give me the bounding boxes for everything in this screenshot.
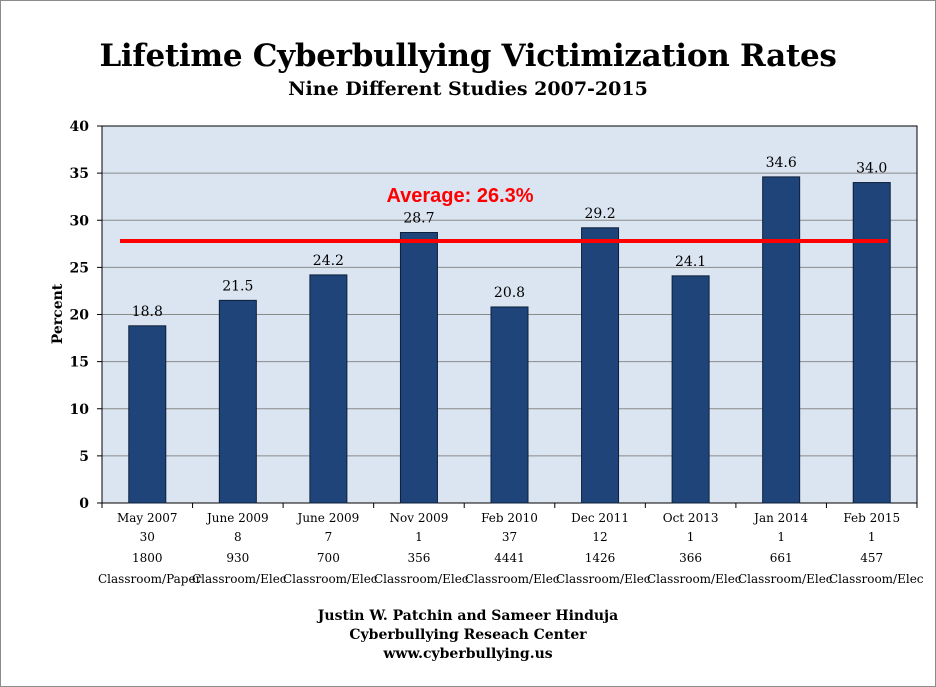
- bar: [490, 306, 529, 504]
- bar: [671, 275, 710, 504]
- category-row-value: 366: [679, 551, 702, 565]
- chart-title: Lifetime Cyberbullying Victimization Rat…: [99, 38, 837, 74]
- category-row-value: 930: [226, 551, 249, 565]
- data-label: 24.1: [675, 254, 706, 270]
- category-row-value: 1800: [132, 551, 163, 565]
- x-tick-label: Nov 2009: [390, 511, 449, 525]
- data-label: 21.5: [222, 278, 253, 294]
- data-label: 34.0: [856, 161, 887, 177]
- category-row-value: 4441: [494, 551, 525, 565]
- category-row-method: Classroom/Elec: [556, 572, 651, 586]
- bar-chart: 0 5 10 15 20 25 30 35 40 18.8 May 2007 21.5 June 200…: [50, 119, 924, 586]
- category-row-method: Classroom/Paper: [98, 572, 202, 586]
- x-tick-label: Feb 2015: [843, 511, 900, 525]
- data-label: 20.8: [494, 285, 525, 301]
- category-row-value: 12: [592, 530, 607, 544]
- category-row-method: Classroom/Elec: [374, 572, 469, 586]
- category-row-value: 7: [325, 530, 333, 544]
- y-axis-label: Percent: [50, 283, 66, 344]
- data-label: 28.7: [403, 211, 434, 227]
- category-row-value: 30: [140, 530, 155, 544]
- chart-subtitle: Nine Different Studies 2007-2015: [288, 78, 648, 100]
- category-row-value: 1: [687, 530, 695, 544]
- bar: [852, 182, 891, 504]
- category-row-value: 356: [407, 551, 430, 565]
- category-row-method: Classroom/Elec: [829, 572, 924, 586]
- category-row-method: Classroom/Elec: [738, 572, 833, 586]
- category-row-value: 1: [777, 530, 785, 544]
- x-tick-label: June 2009: [296, 511, 360, 525]
- x-tick-label: May 2007: [117, 511, 178, 525]
- x-tick-label: Oct 2013: [663, 511, 719, 525]
- credits-organization: Cyberbullying Reseach Center: [349, 627, 587, 643]
- bar: [581, 227, 620, 504]
- category-row-value: 1: [868, 530, 876, 544]
- bar: [128, 325, 167, 504]
- category-row-method: Classroom/Elec: [465, 572, 560, 586]
- data-label: 29.2: [584, 206, 615, 222]
- data-label: 18.8: [132, 304, 163, 320]
- y-tick-label: 20: [70, 308, 90, 324]
- bar: [309, 274, 348, 504]
- y-tick-label: 15: [70, 355, 89, 371]
- category-row-value: 37: [502, 530, 517, 544]
- y-tick-label: 30: [70, 213, 90, 229]
- data-label: 24.2: [313, 253, 344, 269]
- data-label: 34.6: [766, 155, 797, 171]
- x-tick-label: Jan 2014: [752, 511, 808, 525]
- y-tick-label: 25: [70, 260, 89, 276]
- x-tick-label: Feb 2010: [481, 511, 538, 525]
- category-row-method: Classroom/Elec: [192, 572, 287, 586]
- category-row-value: 8: [234, 530, 242, 544]
- category-row-value: 457: [860, 551, 883, 565]
- credits-website: www.cyberbullying.us: [383, 646, 553, 662]
- x-tick-label: June 2009: [205, 511, 269, 525]
- y-tick-label: 5: [79, 449, 89, 465]
- credits-block: Justin W. Patchin and Sameer Hinduja Cyb…: [0, 607, 936, 664]
- category-row-value: 661: [770, 551, 793, 565]
- category-row-value: 1: [415, 530, 423, 544]
- bar: [762, 176, 801, 504]
- average-label: Average: 26.3%: [386, 185, 533, 207]
- y-tick-label: 0: [79, 496, 89, 512]
- y-tick-label: 10: [70, 402, 90, 418]
- category-row-method: Classroom/Elec: [283, 572, 378, 586]
- x-tick-label: Dec 2011: [571, 511, 629, 525]
- credits-authors: Justin W. Patchin and Sameer Hinduja: [317, 608, 619, 624]
- y-tick-label: 40: [70, 119, 90, 135]
- category-row-value: 700: [317, 551, 340, 565]
- y-tick-label: 35: [70, 166, 89, 182]
- category-row-method: Classroom/Elec: [647, 572, 742, 586]
- bar: [218, 299, 257, 504]
- category-row-value: 1426: [585, 551, 616, 565]
- bar: [399, 232, 438, 504]
